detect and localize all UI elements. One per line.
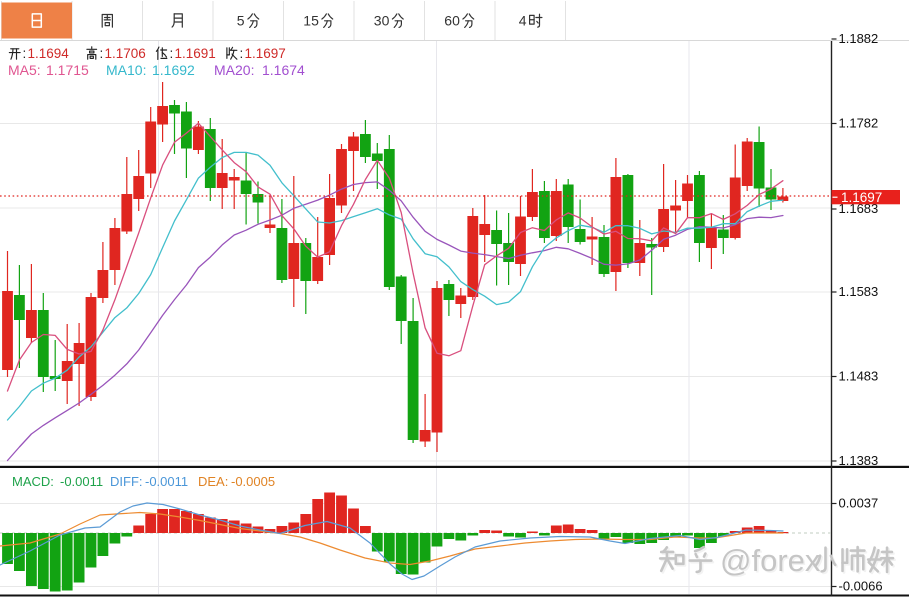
svg-text:4: 4 — [519, 13, 527, 29]
svg-text:1.1583: 1.1583 — [839, 284, 879, 299]
svg-text::: : — [23, 46, 27, 61]
svg-text:1.1383: 1.1383 — [839, 453, 879, 468]
svg-text::: : — [100, 46, 104, 61]
svg-text:1.1706: 1.1706 — [105, 46, 146, 61]
svg-text:1.1697: 1.1697 — [841, 190, 882, 205]
svg-text:30: 30 — [374, 13, 390, 29]
svg-text:-0.0011: -0.0011 — [145, 474, 188, 489]
svg-text:1.1674: 1.1674 — [262, 62, 305, 78]
svg-text:MA20:: MA20: — [214, 62, 254, 78]
svg-text:1.1882: 1.1882 — [839, 31, 879, 46]
svg-text:1.1483: 1.1483 — [839, 369, 879, 384]
svg-text::: : — [240, 46, 244, 61]
svg-text:5: 5 — [237, 13, 245, 29]
svg-text:0.0037: 0.0037 — [839, 496, 879, 511]
svg-text:MACD:: MACD: — [12, 474, 54, 489]
svg-text:@forex: @forex — [722, 545, 823, 580]
svg-text:-0.0005: -0.0005 — [231, 474, 275, 489]
svg-text:@forex: @forex — [720, 543, 821, 578]
svg-text::: : — [170, 46, 174, 61]
svg-text:1.1697: 1.1697 — [245, 46, 286, 61]
svg-text:DEA:: DEA: — [198, 474, 228, 489]
svg-text:60: 60 — [444, 13, 460, 29]
svg-text:MA10:: MA10: — [106, 62, 146, 78]
svg-text:1.1691: 1.1691 — [175, 46, 216, 61]
svg-text:15: 15 — [303, 13, 319, 29]
svg-text:-0.0011: -0.0011 — [60, 474, 103, 489]
svg-text:MA5:: MA5: — [8, 62, 41, 78]
svg-text:1.1692: 1.1692 — [152, 62, 195, 78]
svg-text:1.1715: 1.1715 — [46, 62, 89, 78]
svg-text:DIFF:: DIFF: — [110, 474, 143, 489]
svg-text:1.1694: 1.1694 — [28, 46, 70, 61]
svg-text:-0.0066: -0.0066 — [839, 579, 883, 594]
svg-text:1.1782: 1.1782 — [839, 116, 879, 131]
svg-text:1.1683: 1.1683 — [839, 201, 879, 216]
